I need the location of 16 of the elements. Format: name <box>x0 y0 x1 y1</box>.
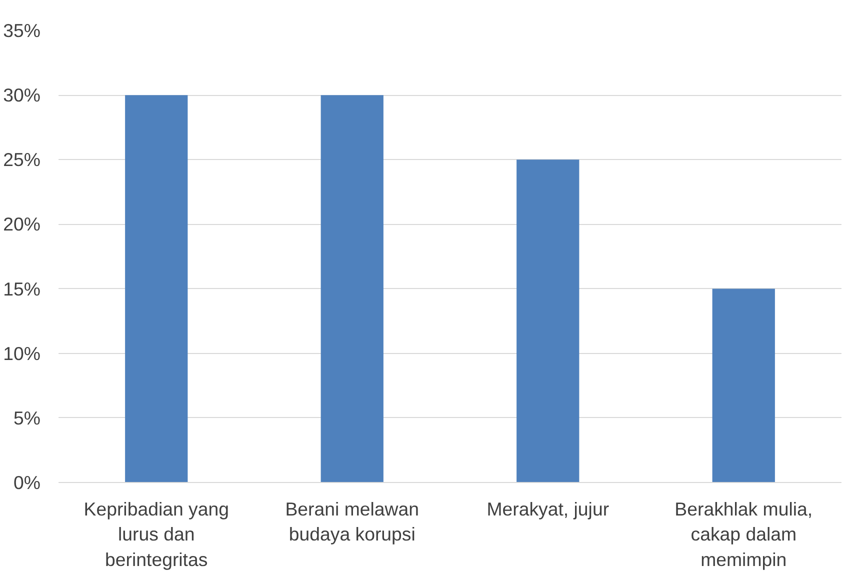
y-tick-label: 30% <box>3 84 41 106</box>
bar <box>125 95 188 482</box>
bar <box>712 288 775 482</box>
x-tick-label: Kepribadian yang lurus dan berintegritas <box>84 498 229 570</box>
bar <box>320 95 384 482</box>
y-tick-label: 25% <box>3 149 41 170</box>
bar <box>516 160 580 482</box>
y-tick-label: 15% <box>3 278 41 300</box>
y-tick-label: 20% <box>3 214 41 235</box>
x-tick-label: Berani melawan budaya korupsi <box>285 498 420 545</box>
y-tick-label: 0% <box>14 472 41 493</box>
y-tick-label: 10% <box>3 342 41 364</box>
x-tick-label: Merakyat, jujur <box>486 498 610 520</box>
x-tick-label: Berakhlak mulia, cakap dalam memimpin <box>674 498 813 570</box>
y-tick-label: 35% <box>3 20 41 41</box>
y-tick-label: 5% <box>14 407 41 428</box>
